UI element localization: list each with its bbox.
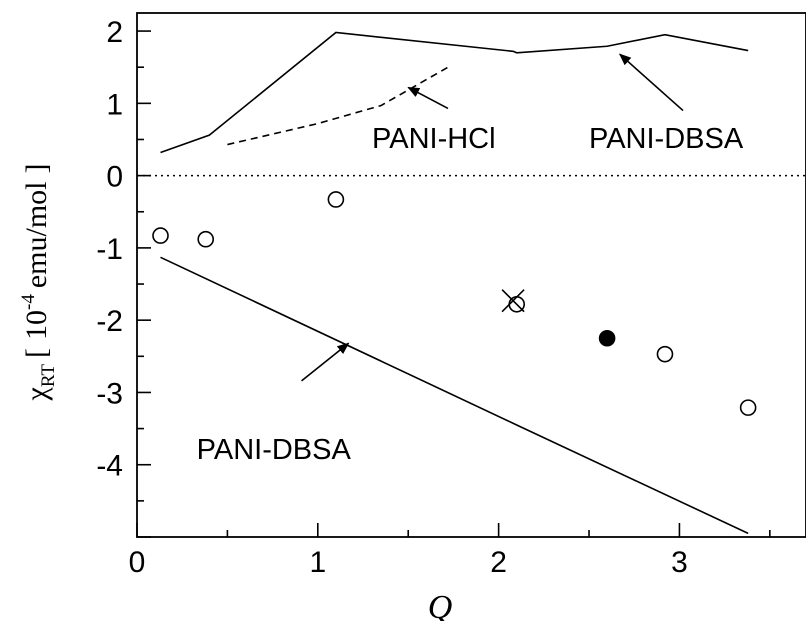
y-axis: -4 -3 -2 -1 0 1 2 <box>96 16 151 538</box>
data-point-filled <box>598 329 616 347</box>
y-tick-label: -2 <box>96 305 123 338</box>
y-axis-bracket-close: ] <box>20 164 53 174</box>
x-tick-label: 3 <box>671 546 688 579</box>
y-tick-label: 2 <box>106 16 123 49</box>
x-axis: 0 1 2 3 <box>129 523 771 579</box>
data-point-open <box>739 399 757 416</box>
y-axis-unit-rest: emu/mol <box>20 182 53 289</box>
y-axis-subscript: RT <box>38 364 59 388</box>
y-tick-label: -4 <box>96 450 123 483</box>
series-line-5-solid <box>160 256 749 535</box>
y-tick-label: -1 <box>96 233 123 266</box>
x-tick-label: 1 <box>309 546 326 579</box>
plot-frame <box>136 12 806 538</box>
series-line-4-dashed <box>227 66 449 146</box>
y-axis-title: χRT [10-4 emu/mol] <box>18 164 59 402</box>
data-point-open <box>656 345 674 363</box>
data-point-open <box>197 230 215 248</box>
y-axis-symbol: χ <box>20 386 53 401</box>
data-point-cross <box>501 289 525 313</box>
y-axis-unit-base: 10 <box>20 310 53 340</box>
y-tick-label: -3 <box>96 377 123 410</box>
annotation-label: PANI-DBSA <box>197 434 352 466</box>
data-point-open <box>327 191 345 208</box>
annotation-arrow <box>301 342 350 382</box>
data-point-open <box>152 227 169 244</box>
x-tick-label: 2 <box>490 546 507 579</box>
chart-marks <box>137 31 806 535</box>
y-tick-label: 1 <box>106 88 123 121</box>
annotation-label: PANI-DBSA <box>589 123 744 155</box>
y-axis-unit-exponent: -4 <box>18 294 39 310</box>
y-tick-label: 0 <box>106 161 123 194</box>
annotation-arrow <box>619 53 684 112</box>
annotation-label: PANI-HCl <box>372 123 496 155</box>
annotation-arrow <box>407 86 449 110</box>
y-axis-bracket-open: [ <box>20 348 53 358</box>
x-tick-label: 0 <box>129 546 146 579</box>
x-axis-title: Q <box>428 589 453 621</box>
annotations: PANI-HCl PANI-DBSA PANI-DBSA <box>197 53 744 466</box>
series-line-3-solid <box>160 31 749 154</box>
